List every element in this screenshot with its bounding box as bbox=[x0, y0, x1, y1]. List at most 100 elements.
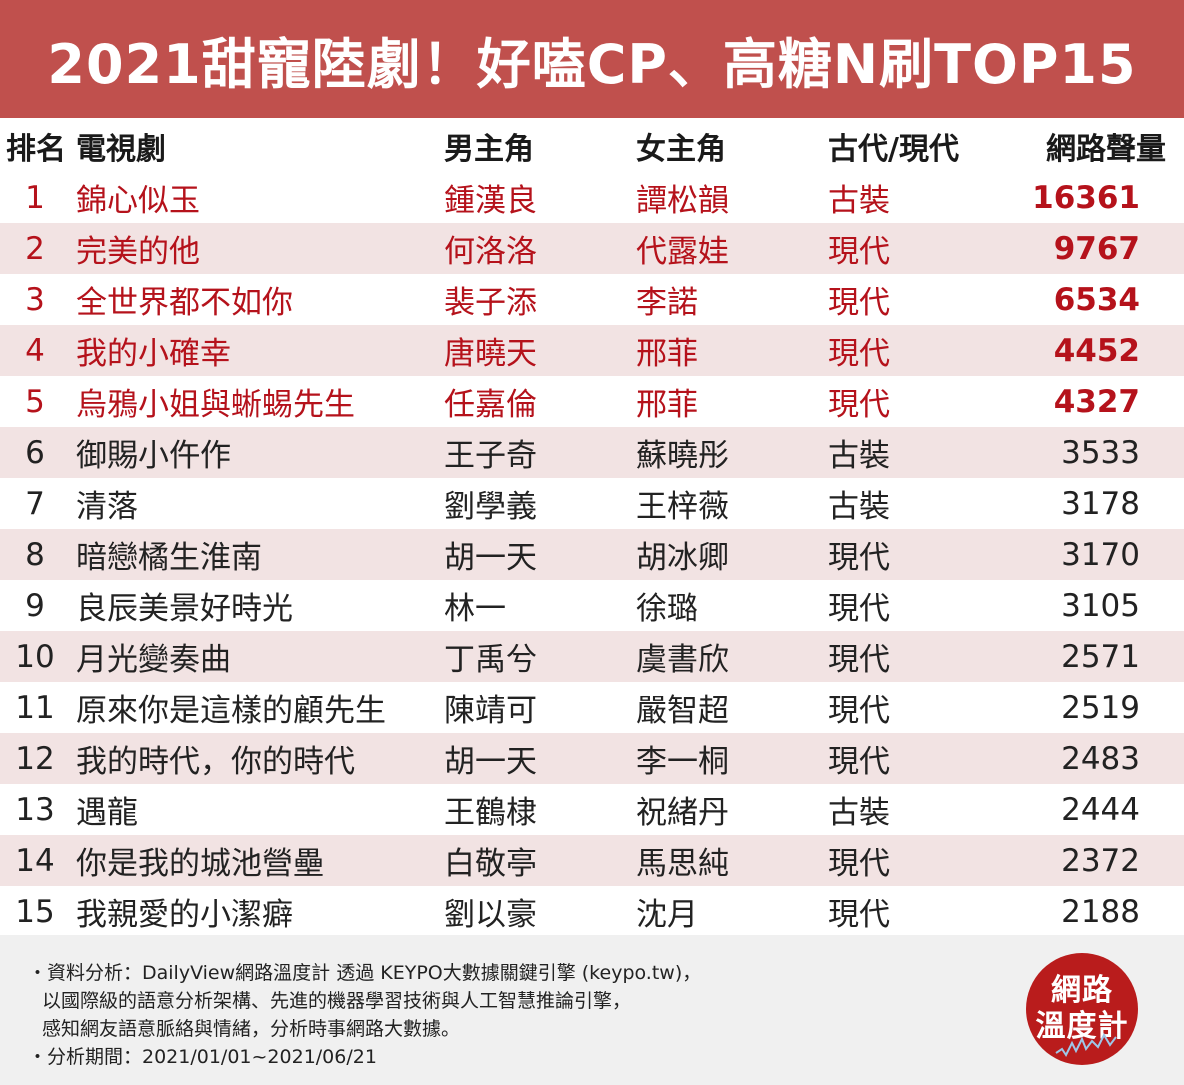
cell-actress: 虞書欣 bbox=[636, 642, 729, 678]
cell-drama: 御賜小仵作 bbox=[76, 438, 231, 474]
cell-actor: 裴子添 bbox=[444, 285, 537, 321]
cell-actress: 李一桐 bbox=[636, 744, 729, 780]
cell-volume: 3533 bbox=[1061, 434, 1140, 471]
table-row: 9 良辰美景好時光 林一 徐璐 現代 3105 bbox=[0, 580, 1184, 631]
cell-actor: 王子奇 bbox=[444, 438, 537, 474]
cell-actress: 馬思純 bbox=[636, 846, 729, 882]
cell-era: 現代 bbox=[828, 897, 890, 933]
cell-actor: 王鶴棣 bbox=[444, 795, 537, 831]
cell-rank: 10 bbox=[15, 638, 55, 675]
cell-drama: 完美的他 bbox=[76, 234, 200, 270]
table-body: 1 錦心似玉 鍾漢良 譚松韻 古裝 16361 2 完美的他 何洛洛 代露娃 現代 9767 3 全世界都… bbox=[0, 172, 1184, 937]
cell-era: 現代 bbox=[828, 693, 890, 729]
cell-actress: 徐璐 bbox=[636, 591, 698, 627]
cell-drama: 全世界都不如你 bbox=[76, 285, 293, 321]
cell-rank: 7 bbox=[25, 485, 45, 522]
header-rank: 排名 bbox=[6, 132, 66, 167]
cell-actor: 林一 bbox=[444, 591, 506, 627]
cell-volume: 2372 bbox=[1061, 842, 1140, 879]
table-row: 11 原來你是這樣的顧先生 陳靖可 嚴智超 現代 2519 bbox=[0, 682, 1184, 733]
cell-actor: 丁禹兮 bbox=[444, 642, 537, 678]
cell-drama: 良辰美景好時光 bbox=[76, 591, 293, 627]
cell-drama: 我的小確幸 bbox=[76, 336, 231, 372]
cell-rank: 8 bbox=[25, 536, 45, 573]
cell-rank: 9 bbox=[25, 587, 45, 624]
cell-rank: 14 bbox=[15, 842, 55, 879]
cell-rank: 12 bbox=[15, 740, 55, 777]
cell-volume: 16361 bbox=[1032, 179, 1140, 216]
cell-volume: 2571 bbox=[1061, 638, 1140, 675]
ranking-table: 排名 電視劇 男主角 女主角 古代/現代 網路聲量 1 錦心似玉 鍾漢良 譚松韻 古裝 1… bbox=[0, 120, 1184, 937]
cell-volume: 2519 bbox=[1061, 689, 1140, 726]
cell-drama: 我的時代，你的時代 bbox=[76, 744, 355, 780]
cell-drama: 遇龍 bbox=[76, 795, 138, 831]
table-header: 排名 電視劇 男主角 女主角 古代/現代 網路聲量 bbox=[0, 120, 1184, 172]
cell-era: 現代 bbox=[828, 285, 890, 321]
cell-actress: 沈月 bbox=[636, 897, 698, 933]
table-row: 15 我親愛的小潔癖 劉以豪 沈月 現代 2188 bbox=[0, 886, 1184, 937]
cell-era: 現代 bbox=[828, 642, 890, 678]
cell-drama: 暗戀橘生淮南 bbox=[76, 540, 262, 576]
cell-actress: 胡冰卿 bbox=[636, 540, 729, 576]
header-drama: 電視劇 bbox=[76, 132, 166, 167]
cell-era: 現代 bbox=[828, 234, 890, 270]
cell-actor: 白敬亭 bbox=[444, 846, 537, 882]
page-title: 2021甜寵陸劇！好嗑CP、高糖N刷TOP15 bbox=[47, 32, 1137, 96]
cell-actor: 劉以豪 bbox=[444, 897, 537, 933]
cell-actress: 祝緒丹 bbox=[636, 795, 729, 831]
cell-drama: 清落 bbox=[76, 489, 138, 525]
cell-era: 現代 bbox=[828, 591, 890, 627]
title-banner: 2021甜寵陸劇！好嗑CP、高糖N刷TOP15 bbox=[0, 0, 1184, 118]
cell-era: 現代 bbox=[828, 336, 890, 372]
cell-volume: 4452 bbox=[1053, 332, 1140, 369]
dailyview-logo: 網路 溫度計 bbox=[1026, 953, 1138, 1065]
table-row: 10 月光變奏曲 丁禹兮 虞書欣 現代 2571 bbox=[0, 631, 1184, 682]
table-row: 6 御賜小仵作 王子奇 蘇曉彤 古裝 3533 bbox=[0, 427, 1184, 478]
cell-actor: 陳靖可 bbox=[444, 693, 537, 729]
note-method: 以國際級的語意分析架構、先進的機器學習技術與人工智慧推論引擎， bbox=[42, 990, 632, 1012]
table-row: 2 完美的他 何洛洛 代露娃 現代 9767 bbox=[0, 223, 1184, 274]
cell-rank: 1 bbox=[25, 179, 45, 216]
cell-volume: 3105 bbox=[1061, 587, 1140, 624]
table-row: 5 烏鴉小姐與蜥蜴先生 任嘉倫 邢菲 現代 4327 bbox=[0, 376, 1184, 427]
cell-rank: 13 bbox=[15, 791, 55, 828]
table-row: 4 我的小確幸 唐曉天 邢菲 現代 4452 bbox=[0, 325, 1184, 376]
cell-actor: 劉學義 bbox=[444, 489, 537, 525]
cell-actor: 胡一天 bbox=[444, 744, 537, 780]
table-row: 3 全世界都不如你 裴子添 李諾 現代 6534 bbox=[0, 274, 1184, 325]
header-actress: 女主角 bbox=[636, 132, 726, 167]
cell-volume: 2483 bbox=[1061, 740, 1140, 777]
note-period: ・分析期間：2021/01/01~2021/06/21 bbox=[28, 1046, 377, 1068]
table-row: 1 錦心似玉 鍾漢良 譚松韻 古裝 16361 bbox=[0, 172, 1184, 223]
cell-era: 古裝 bbox=[828, 795, 890, 831]
cell-rank: 6 bbox=[25, 434, 45, 471]
cell-era: 現代 bbox=[828, 540, 890, 576]
cell-drama: 你是我的城池營壘 bbox=[76, 846, 324, 882]
cell-actress: 譚松韻 bbox=[636, 183, 729, 219]
cell-actress: 李諾 bbox=[636, 285, 698, 321]
cell-volume: 9767 bbox=[1053, 230, 1140, 267]
footer-notes: ・資料分析：DailyView網路溫度計 透過 KEYPO大數據關鍵引擎 (ke… bbox=[28, 959, 701, 1071]
header-volume: 網路聲量 bbox=[1046, 132, 1166, 167]
cell-era: 現代 bbox=[828, 387, 890, 423]
table-row: 7 清落 劉學義 王梓薇 古裝 3178 bbox=[0, 478, 1184, 529]
cell-rank: 4 bbox=[25, 332, 45, 369]
cell-era: 古裝 bbox=[828, 183, 890, 219]
header-actor: 男主角 bbox=[444, 132, 534, 167]
cell-volume: 2188 bbox=[1061, 893, 1140, 930]
cell-era: 現代 bbox=[828, 846, 890, 882]
cell-era: 現代 bbox=[828, 744, 890, 780]
cell-drama: 原來你是這樣的顧先生 bbox=[76, 693, 386, 729]
cell-rank: 3 bbox=[25, 281, 45, 318]
cell-drama: 烏鴉小姐與蜥蜴先生 bbox=[76, 387, 355, 423]
cell-era: 古裝 bbox=[828, 438, 890, 474]
cell-actress: 邢菲 bbox=[636, 387, 698, 423]
cell-rank: 2 bbox=[25, 230, 45, 267]
note-purpose: 感知網友語意脈絡與情緒，分析時事網路大數據。 bbox=[42, 1018, 461, 1040]
cell-actor: 鍾漢良 bbox=[444, 183, 537, 219]
cell-rank: 5 bbox=[25, 383, 45, 420]
logo-line-1: 網路 bbox=[1051, 973, 1113, 1008]
cell-drama: 月光變奏曲 bbox=[76, 642, 231, 678]
cell-actress: 王梓薇 bbox=[636, 489, 729, 525]
note-source: ・資料分析：DailyView網路溫度計 透過 KEYPO大數據關鍵引擎 (ke… bbox=[28, 962, 702, 984]
